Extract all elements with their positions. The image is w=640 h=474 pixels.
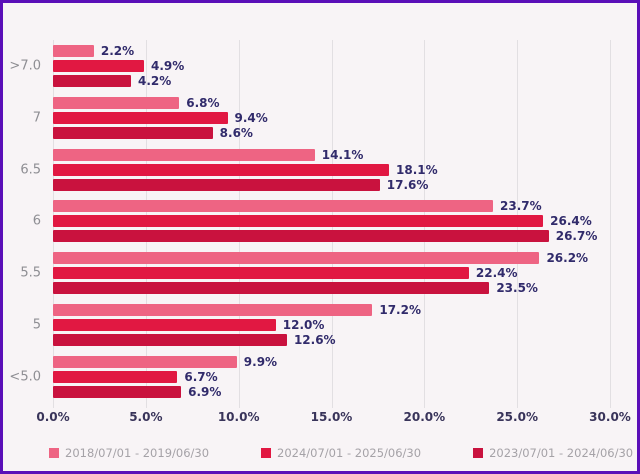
bar-value-label: 17.2% bbox=[379, 303, 421, 318]
category-label: 7 bbox=[32, 110, 41, 126]
bar-value-label: 22.4% bbox=[475, 266, 518, 281]
bar bbox=[53, 282, 490, 295]
bar-row: 23.5% bbox=[53, 281, 610, 296]
category-group: 6 23.7% 26.4% 26.7% bbox=[33, 199, 610, 244]
bar-value-label: 9.4% bbox=[234, 110, 268, 125]
bar-value-label: 6.7% bbox=[184, 369, 218, 384]
legend-label: 2023/07/01 - 2024/06/30 bbox=[489, 446, 634, 460]
legend-item: 2023/07/01 - 2024/06/30 bbox=[473, 446, 633, 460]
bar bbox=[53, 45, 94, 57]
bar-value-label: 26.4% bbox=[550, 214, 592, 229]
bar bbox=[53, 319, 276, 332]
legend-item: 2018/07/01 - 2019/06/30 bbox=[49, 446, 209, 460]
x-axis-tick-label: 30.0% bbox=[589, 410, 631, 424]
bar-row: 4.9% bbox=[53, 60, 610, 72]
category-label: 6 bbox=[32, 213, 41, 229]
bar-value-label: 17.6% bbox=[386, 177, 429, 192]
bar bbox=[53, 334, 287, 347]
bar-value-label: 4.2% bbox=[137, 74, 172, 88]
category-group: 7 6.8% 9.4% 8.6% bbox=[33, 95, 610, 140]
x-axis-tick-label: 10.0% bbox=[217, 410, 260, 424]
x-axis-tick-label: 20.0% bbox=[403, 410, 446, 424]
bar-row: 23.7% bbox=[53, 199, 610, 214]
legend-swatch-icon bbox=[473, 448, 484, 458]
bar-row: 8.6% bbox=[53, 125, 610, 140]
legend-label: 2024/07/01 - 2025/06/30 bbox=[277, 446, 422, 460]
bar bbox=[53, 267, 469, 280]
gridline bbox=[610, 40, 611, 408]
bar-value-label: 12.0% bbox=[282, 318, 325, 333]
category-group: >7.0 2.2% 4.9% 4.2% bbox=[9, 45, 610, 87]
category-group: <5.0 9.9% 6.7% 6.9% bbox=[9, 354, 610, 399]
x-axis-tick-label: 0.0% bbox=[36, 410, 70, 424]
legend-item: 2024/07/01 - 2025/06/30 bbox=[261, 446, 421, 460]
x-axis: 0.0% 5.0% 10.0% 15.0% 20.0% 25.0% 30.0% bbox=[36, 410, 630, 426]
bar-row: 2.2% bbox=[53, 45, 610, 57]
x-axis-tick-label: 5.0% bbox=[129, 410, 163, 424]
bar-value-label: 8.6% bbox=[219, 125, 253, 140]
bar-row: 18.1% bbox=[53, 162, 610, 177]
bar-row: 6.9% bbox=[53, 384, 610, 399]
x-axis-tick-label: 15.0% bbox=[310, 410, 353, 424]
bar bbox=[53, 355, 237, 368]
category-group: 5 17.2% 12.0% 12.6% bbox=[33, 303, 610, 348]
bar-value-label: 6.8% bbox=[186, 95, 220, 110]
bar-value-label: 2.2% bbox=[100, 44, 135, 58]
bar-row: 17.2% bbox=[53, 303, 610, 318]
bar bbox=[53, 75, 131, 87]
bar-value-label: 12.6% bbox=[293, 333, 336, 348]
bar-value-label: 23.7% bbox=[500, 199, 542, 214]
category-label: >7.0 bbox=[9, 58, 41, 74]
bar bbox=[53, 370, 178, 383]
bar-row: 26.2% bbox=[53, 251, 610, 266]
bar bbox=[53, 385, 182, 398]
bar-value-label: 14.1% bbox=[321, 147, 364, 162]
category-label: 5 bbox=[32, 317, 41, 333]
bar-row: 4.2% bbox=[53, 75, 610, 87]
bar-row: 22.4% bbox=[53, 266, 610, 281]
category-label: 6.5 bbox=[20, 162, 41, 178]
bar-row: 12.0% bbox=[53, 318, 610, 333]
bar-row: 12.6% bbox=[53, 333, 610, 348]
bar bbox=[53, 178, 380, 191]
bar-row: 26.4% bbox=[53, 214, 610, 229]
bar bbox=[53, 304, 373, 317]
legend-swatch-icon bbox=[261, 448, 272, 458]
bar-value-label: 26.7% bbox=[555, 229, 598, 244]
bar-row: 26.7% bbox=[53, 229, 610, 244]
bar bbox=[53, 126, 213, 139]
bar-value-label: 4.9% bbox=[150, 59, 185, 73]
category-group: 5.5 26.2% 22.4% 23.5% bbox=[20, 251, 610, 296]
bar-row: 6.8% bbox=[53, 95, 610, 110]
bar-row: 9.4% bbox=[53, 110, 610, 125]
bar bbox=[53, 252, 540, 265]
bar-value-label: 23.5% bbox=[496, 281, 538, 296]
bar bbox=[53, 215, 544, 228]
bar bbox=[53, 200, 494, 213]
bar-value-label: 18.1% bbox=[396, 162, 438, 177]
legend-label: 2018/07/01 - 2019/06/30 bbox=[65, 446, 210, 460]
plot-area: >7.0 2.2% 4.9% 4.2% 7 6.8% 9.4% 8.6% 6.5 14.1% 18.… bbox=[9, 40, 610, 403]
bar-value-label: 6.9% bbox=[188, 384, 222, 399]
bar-value-label: 26.2% bbox=[546, 251, 589, 266]
bar bbox=[53, 96, 180, 109]
bar-row: 9.9% bbox=[53, 354, 610, 369]
category-label: 5.5 bbox=[20, 265, 41, 281]
bar bbox=[53, 230, 549, 243]
bar-value-label: 9.9% bbox=[243, 354, 278, 369]
category-group: 6.5 14.1% 18.1% 17.6% bbox=[20, 147, 610, 192]
bar-row: 6.7% bbox=[53, 369, 610, 384]
legend-swatch-icon bbox=[49, 448, 59, 458]
plot-region: >7.0 2.2% 4.9% 4.2% 7 6.8% 9.4% 8.6% 6.5 14.1% 18.… bbox=[9, 40, 631, 424]
x-axis-tick-label: 25.0% bbox=[496, 410, 538, 424]
bar bbox=[53, 163, 390, 176]
bar bbox=[53, 148, 315, 161]
bar-row: 14.1% bbox=[53, 147, 610, 162]
category-label: <5.0 bbox=[9, 369, 41, 385]
bar bbox=[53, 111, 228, 124]
bar bbox=[53, 60, 144, 72]
bar-row: 17.6% bbox=[53, 177, 610, 192]
legend: 2018/07/01 - 2019/06/30 2024/07/01 - 2025… bbox=[49, 446, 633, 460]
